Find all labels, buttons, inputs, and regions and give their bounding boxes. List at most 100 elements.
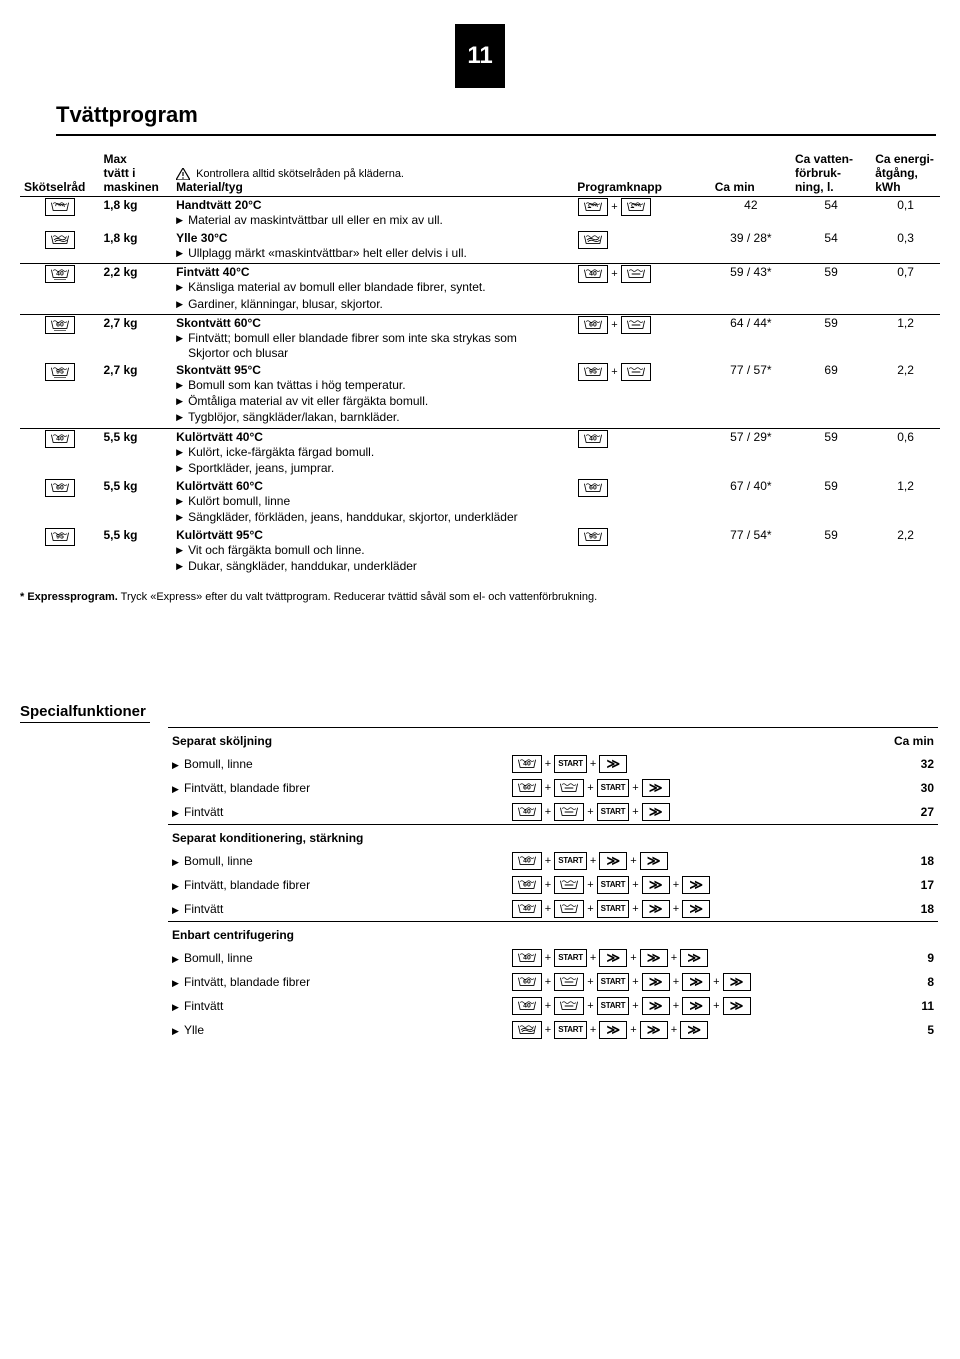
svg-text:40: 40 [589, 271, 597, 278]
svg-text:60: 60 [589, 485, 597, 492]
basin-symbol-60: 60 [578, 316, 608, 334]
plus-icon: + [543, 903, 553, 915]
plus-icon: + [588, 855, 598, 867]
basin-symbol-95: 95 [45, 363, 75, 381]
page-number-box: 11 [455, 24, 505, 88]
basin-symbol-60: 60 [45, 479, 75, 497]
start-button-icon: START [597, 900, 630, 918]
spec-section-header: Enbart centrifugering [168, 921, 938, 946]
program-row: 402,2 kgFintvätt 40°CKänsliga material a… [20, 264, 940, 314]
wash-program-table: Skötselråd Maxtvätt imaskinen Kontroller… [20, 150, 940, 577]
start-button-icon: START [597, 973, 630, 991]
plus-icon: + [630, 879, 640, 891]
start-button-icon: START [597, 803, 630, 821]
hdr-water: Ca vatten-förbruk-ning, l. [791, 150, 871, 197]
spec-section-header: Separat konditionering, stärkning [168, 824, 938, 849]
plus-icon: + [671, 879, 681, 891]
basin-symbol-40: 40 [45, 265, 75, 283]
fast-forward-icon: ≫ [680, 949, 708, 967]
basin-symbol-40: 40 [45, 430, 75, 448]
plus-icon: + [543, 782, 553, 794]
plus-icon: + [671, 903, 681, 915]
spec-row: Fintvätt, blandade fibrer60++START+≫30 [168, 776, 938, 800]
basin-symbol-rinse [554, 779, 584, 797]
plus-icon: + [588, 1024, 598, 1036]
plus-icon: + [543, 952, 553, 964]
fast-forward-icon: ≫ [640, 1021, 668, 1039]
spec-row: Fintvätt, blandade fibrer60++START+≫+≫+≫… [168, 970, 938, 994]
page-title: Tvättprogram [56, 102, 936, 136]
program-row: 1,8 kgYlle 30°CUllplagg märkt «maskintvä… [20, 230, 940, 264]
plus-icon: + [543, 806, 553, 818]
fast-forward-icon: ≫ [682, 900, 710, 918]
program-row: 1,8 kgHandtvätt 20°CMaterial av maskintv… [20, 197, 940, 231]
svg-text:40: 40 [589, 435, 597, 442]
fast-forward-icon: ≫ [642, 900, 670, 918]
basin-symbol-rinse [554, 876, 584, 894]
basin-symbol-60: 60 [512, 779, 542, 797]
svg-text:40: 40 [523, 905, 531, 912]
warning-icon [176, 168, 190, 180]
svg-text:95: 95 [56, 534, 64, 541]
basin-symbol-40: 40 [578, 430, 608, 448]
fast-forward-icon: ≫ [682, 876, 710, 894]
plus-icon: + [543, 976, 553, 988]
fast-forward-icon: ≫ [599, 1021, 627, 1039]
fast-forward-icon: ≫ [642, 973, 670, 991]
plus-icon: + [671, 976, 681, 988]
fast-forward-icon: ≫ [723, 973, 751, 991]
basin-symbol-60: 60 [45, 316, 75, 334]
svg-text:40: 40 [523, 954, 531, 961]
spec-row: Fintvätt40++START+≫27 [168, 800, 938, 825]
plus-icon: + [585, 782, 595, 794]
spec-row: Fintvätt40++START+≫+≫+≫11 [168, 994, 938, 1018]
basin-symbol-rinse [554, 997, 584, 1015]
hdr-care: Skötselråd [20, 150, 99, 197]
plus-icon: + [630, 806, 640, 818]
plus-icon: + [543, 879, 553, 891]
spec-row: Bomull, linne40+START+≫+≫+≫9 [168, 946, 938, 970]
basin-symbol-rinse [621, 316, 651, 334]
spec-row: Bomull, linne40+START+≫32 [168, 752, 938, 776]
basin-symbol-rinse [554, 900, 584, 918]
hdr-prog: Programknapp [573, 150, 711, 197]
basin-symbol-95: 95 [578, 363, 608, 381]
fast-forward-icon: ≫ [723, 997, 751, 1015]
plus-icon: + [628, 1024, 638, 1036]
program-row: 405,5 kgKulörtvätt 40°CKulört, icke-färg… [20, 428, 940, 478]
spec-section-header: Separat sköljningCa min [168, 727, 938, 752]
plus-icon: + [628, 855, 638, 867]
basin-symbol-40: 40 [512, 900, 542, 918]
basin-symbol-40: 40 [512, 852, 542, 870]
svg-text:40: 40 [56, 271, 64, 278]
fast-forward-icon: ≫ [680, 1021, 708, 1039]
plus-icon: + [669, 1024, 679, 1036]
start-button-icon: START [554, 1021, 587, 1039]
hdr-min: Ca min [711, 150, 791, 197]
svg-text:60: 60 [56, 485, 64, 492]
footnote: * Expressprogram. Tryck «Express» efter … [20, 591, 940, 603]
basin-symbol-40: 40 [578, 265, 608, 283]
basin-symbol-wool [45, 231, 75, 249]
plus-icon: + [585, 903, 595, 915]
svg-text:40: 40 [523, 760, 531, 767]
basin-symbol-40: 40 [512, 755, 542, 773]
plus-icon: + [669, 952, 679, 964]
spec-row: Bomull, linne40+START+≫+≫18 [168, 849, 938, 873]
svg-text:60: 60 [56, 321, 64, 328]
fast-forward-icon: ≫ [642, 803, 670, 821]
plus-icon: + [543, 855, 553, 867]
svg-text:40: 40 [523, 1002, 531, 1009]
svg-text:95: 95 [589, 369, 597, 376]
basin-symbol-60: 60 [512, 876, 542, 894]
basin-symbol-95: 95 [578, 528, 608, 546]
spec-row: Fintvätt40++START+≫+≫18 [168, 897, 938, 922]
plus-icon: + [585, 879, 595, 891]
fast-forward-icon: ≫ [599, 755, 627, 773]
svg-text:60: 60 [523, 978, 531, 985]
fast-forward-icon: ≫ [640, 949, 668, 967]
basin-symbol-40: 40 [512, 949, 542, 967]
plus-icon: + [630, 782, 640, 794]
basin-symbol-hand2: ☁ [578, 198, 608, 216]
basin-symbol-wool2 [578, 231, 608, 249]
